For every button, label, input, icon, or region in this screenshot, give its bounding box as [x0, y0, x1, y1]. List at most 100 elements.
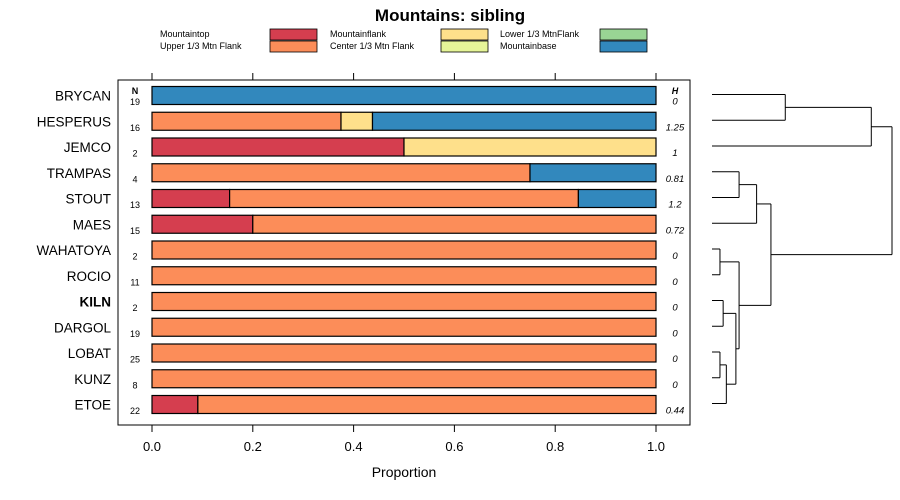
- dendrogram: [712, 94, 893, 404]
- row-n: 8: [132, 380, 137, 390]
- bar-segment: [151, 266, 657, 286]
- x-tick-label: 1.0: [647, 439, 665, 454]
- legend-swatch: [440, 28, 489, 41]
- x-axis-bottom: 0.0 0.2 0.4 0.6 0.8 1.0: [143, 425, 665, 454]
- row-h: 1.25: [666, 122, 685, 133]
- bar-segment: [229, 188, 579, 209]
- x-tick-label: 0.0: [143, 439, 161, 454]
- bar-segment: [151, 369, 657, 389]
- row-label: BRYCAN: [55, 89, 111, 104]
- row-h: 0: [672, 328, 678, 339]
- bar-row: BRYCAN 19 0: [55, 85, 678, 108]
- legend-label: Mountaintop: [160, 29, 210, 39]
- bar-row: LOBAT 25 0: [68, 343, 678, 365]
- bar-segment: [577, 188, 657, 209]
- x-axis-top: [151, 73, 657, 80]
- row-h: 0: [672, 277, 678, 288]
- bar-segment: [340, 111, 374, 131]
- bar-segment: [151, 85, 657, 106]
- row-h: 0.72: [666, 225, 685, 236]
- bar-row: JEMCO 2 1: [64, 137, 678, 159]
- plot-frame: [117, 79, 691, 426]
- row-n: 22: [130, 406, 140, 416]
- legend: Mountaintop Upper 1/3 Mtn Flank Mountainfl…: [160, 28, 648, 53]
- row-n: 16: [130, 123, 140, 133]
- row-n: 19: [130, 97, 140, 107]
- bar-segment: [403, 137, 657, 157]
- row-label: LOBAT: [68, 346, 111, 361]
- row-label: JEMCO: [64, 140, 111, 155]
- bar-row: DARGOL 19 0: [54, 317, 678, 339]
- row-label: ROCIO: [67, 269, 111, 284]
- bar-row: WAHATOYA 2 0: [36, 240, 678, 262]
- row-h: 1: [672, 148, 677, 159]
- bar-segment: [197, 394, 657, 415]
- legend-swatch: [599, 28, 648, 41]
- bar-segment: [151, 163, 531, 183]
- legend-swatch: [269, 40, 318, 53]
- bar-row: HESPERUS 16 1.25: [37, 111, 685, 133]
- row-h: 0: [672, 251, 678, 262]
- legend-label: Mountainflank: [330, 29, 387, 39]
- bar-segment: [151, 394, 199, 415]
- chart-title: Mountains: sibling: [375, 6, 525, 25]
- bar-segment: [151, 214, 254, 234]
- bar-row: ETOE 22 0.44: [74, 394, 685, 417]
- bar-segment: [151, 137, 405, 157]
- bar-segment: [151, 111, 342, 131]
- row-label: DARGOL: [54, 320, 112, 335]
- bar-segment: [529, 163, 657, 183]
- legend-label: Upper 1/3 Mtn Flank: [160, 41, 242, 51]
- row-h: 0: [672, 303, 678, 314]
- bar-segment: [151, 343, 657, 363]
- n-header: N: [132, 86, 139, 96]
- row-h: 1.2: [668, 200, 682, 211]
- bar-row: TRAMPAS 4 0.81: [47, 163, 685, 185]
- legend-swatch: [440, 40, 489, 53]
- x-tick-label: 0.6: [445, 439, 463, 454]
- row-n: 2: [132, 252, 137, 262]
- row-label: STOUT: [65, 192, 111, 207]
- x-tick-label: 0.4: [345, 439, 363, 454]
- bar-rows: BRYCAN 19 0 HESPERUS 16 1.25 JEMCO 2 1 TRAMPAS 4 0.…: [36, 85, 685, 417]
- row-n: 11: [130, 277, 139, 287]
- bar-row: STOUT 13 1.2: [65, 188, 682, 211]
- row-label: HESPERUS: [37, 114, 111, 129]
- row-h: 0.44: [666, 406, 685, 417]
- legend-swatch: [599, 40, 648, 53]
- bar-segment: [252, 214, 657, 234]
- row-label: MAES: [73, 217, 111, 232]
- row-label: ETOE: [74, 398, 111, 413]
- row-h: 0: [672, 380, 678, 391]
- bar-segment: [151, 188, 231, 209]
- bar-row: KUNZ 8 0: [74, 369, 678, 391]
- legend-swatch: [269, 28, 318, 41]
- row-label: TRAMPAS: [47, 166, 111, 181]
- row-n: 2: [132, 149, 137, 159]
- h-header: H: [672, 86, 679, 96]
- row-n: 25: [130, 355, 140, 365]
- bar-segment: [151, 240, 657, 260]
- legend-label: Center 1/3 Mtn Flank: [330, 41, 415, 51]
- bar-row: ROCIO 11 0: [67, 266, 678, 288]
- bar-row: KILN 2 0: [80, 291, 678, 314]
- row-n: 19: [130, 329, 140, 339]
- legend-label: Mountainbase: [500, 41, 557, 51]
- row-h: 0.81: [666, 174, 685, 185]
- row-n: 2: [132, 303, 137, 313]
- row-label: KUNZ: [74, 372, 111, 387]
- row-label: WAHATOYA: [36, 243, 111, 258]
- row-n: 13: [130, 200, 140, 210]
- row-label: KILN: [80, 295, 112, 310]
- x-axis-label: Proportion: [372, 464, 437, 480]
- row-n: 15: [130, 226, 140, 236]
- row-h: 0: [672, 354, 678, 365]
- legend-label: Lower 1/3 MtnFlank: [500, 29, 580, 39]
- bar-segment: [371, 111, 657, 131]
- row-h: 0: [672, 97, 678, 108]
- row-n: 4: [132, 174, 137, 184]
- x-tick-label: 0.2: [244, 439, 262, 454]
- bar-segment: [151, 317, 657, 337]
- bar-row: MAES 15 0.72: [73, 214, 685, 236]
